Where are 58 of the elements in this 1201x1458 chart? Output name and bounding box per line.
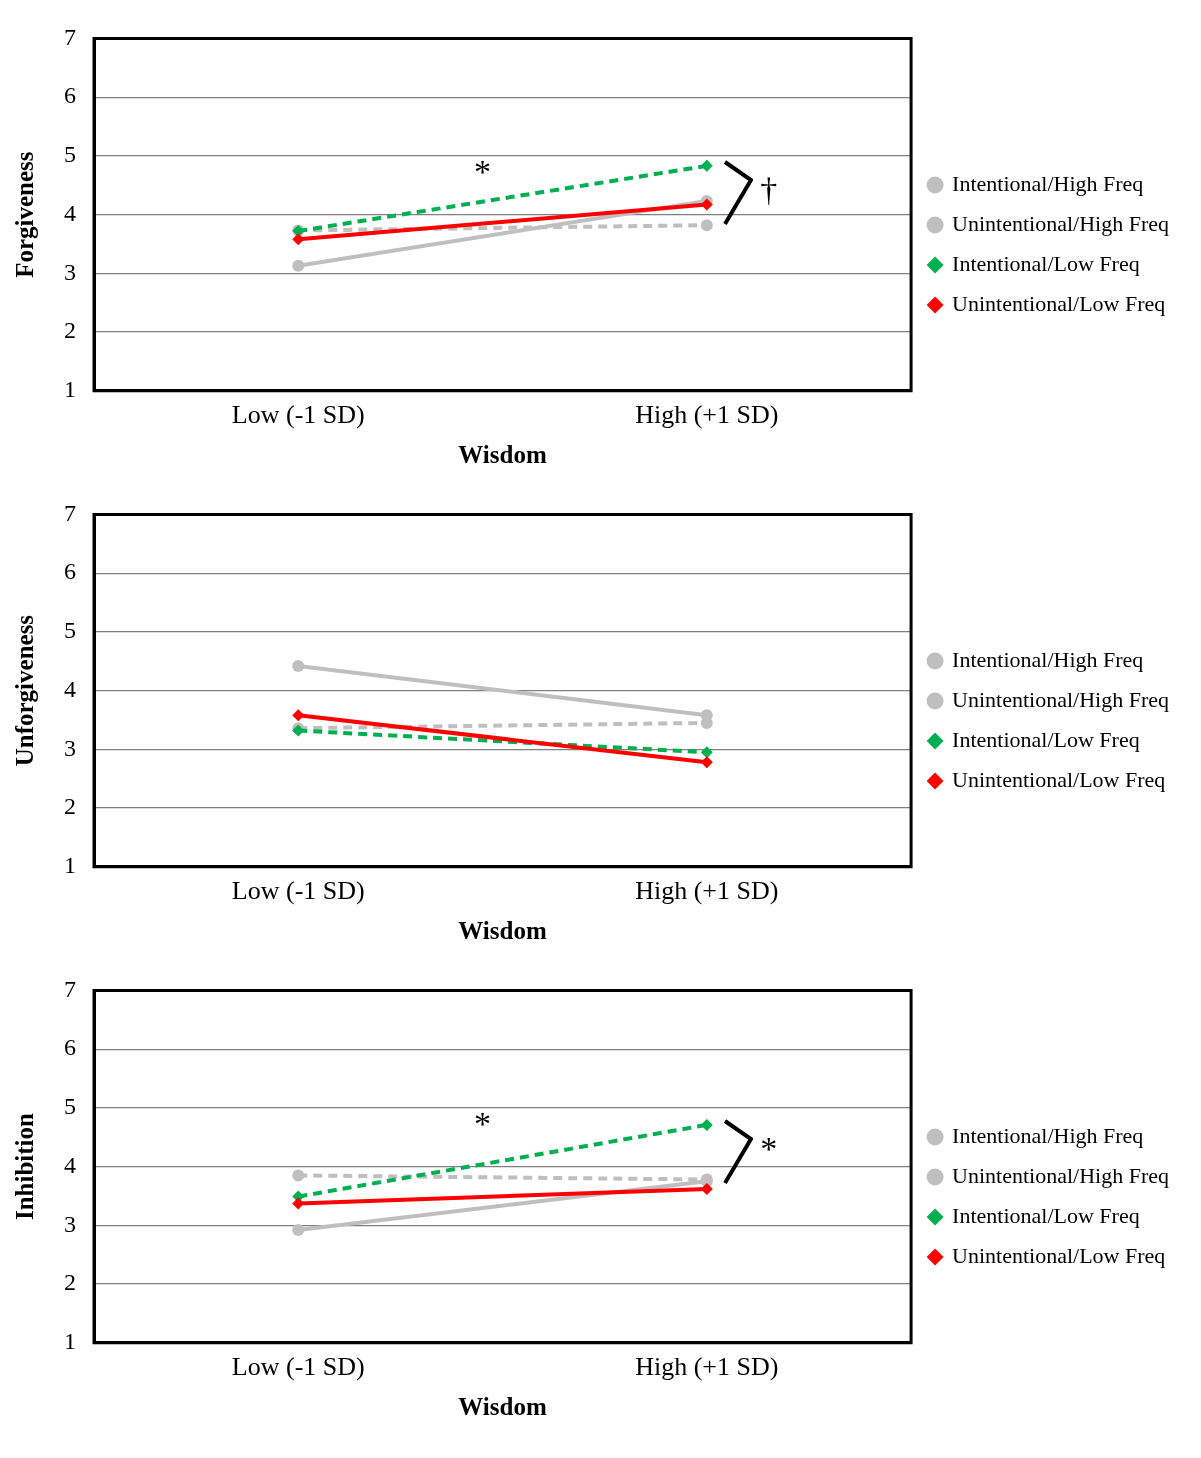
y-tick-label: 1 — [64, 376, 76, 403]
annotation: * — [474, 1105, 492, 1143]
legend-label: Unintentional/Low Freq — [952, 766, 1166, 792]
point — [700, 746, 713, 759]
y-axis-title: Inhibition — [11, 1113, 39, 1221]
x-tick-label: Low (-1 SD) — [231, 1352, 365, 1382]
legend-label: Unintentional/High Freq — [952, 210, 1169, 236]
y-tick-label: 6 — [64, 558, 76, 585]
y-tick-label: 3 — [64, 1210, 76, 1237]
x-axis-title: Wisdom — [458, 917, 547, 945]
point — [292, 1169, 305, 1182]
x-tick-label: Low (-1 SD) — [231, 400, 365, 430]
legend-label: Unintentional/Low Freq — [952, 290, 1166, 316]
y-tick-label: 4 — [64, 1151, 76, 1178]
y-axis-title: Unforgiveness — [11, 614, 39, 767]
y-tick-label: 1 — [64, 852, 76, 879]
y-axis-title: Forgiveness — [11, 151, 39, 278]
point — [292, 233, 305, 246]
annotation: * — [760, 1129, 778, 1167]
x-axis-title: Wisdom — [458, 1393, 547, 1421]
y-tick-label: 2 — [64, 1269, 76, 1296]
x-axis-title: Wisdom — [458, 441, 547, 469]
x-tick-label: Low (-1 SD) — [231, 876, 365, 906]
x-tick-label: High (+1 SD) — [635, 1352, 779, 1382]
y-tick-label: 4 — [64, 675, 76, 702]
x-tick-label: High (+1 SD) — [635, 400, 779, 430]
legend-label: Intentional/Low Freq — [952, 726, 1140, 752]
y-tick-label: 7 — [64, 23, 76, 50]
y-tick-label: 2 — [64, 793, 76, 820]
y-tick-label: 4 — [64, 199, 76, 226]
annotation: * — [474, 153, 492, 191]
point — [292, 259, 305, 272]
y-tick-label: 1 — [64, 1328, 76, 1355]
y-tick-label: 7 — [64, 499, 76, 526]
y-tick-label: 5 — [64, 617, 76, 644]
point — [700, 756, 713, 769]
y-tick-label: 3 — [64, 258, 76, 285]
y-tick-label: 7 — [64, 975, 76, 1002]
y-tick-label: 5 — [64, 1093, 76, 1120]
y-tick-label: 6 — [64, 82, 76, 109]
point — [700, 219, 713, 232]
legend-label: Intentional/High Freq — [952, 1122, 1144, 1148]
annotation: † — [760, 170, 778, 208]
legend-label: Intentional/High Freq — [952, 646, 1144, 672]
legend-label: Intentional/Low Freq — [952, 250, 1140, 276]
y-tick-label: 6 — [64, 1034, 76, 1061]
y-tick-label: 5 — [64, 141, 76, 168]
y-tick-label: 3 — [64, 734, 76, 761]
legend-label: Intentional/High Freq — [952, 170, 1144, 196]
legend-label: Unintentional/Low Freq — [952, 1242, 1166, 1268]
x-tick-label: High (+1 SD) — [635, 876, 779, 906]
legend-label: Unintentional/High Freq — [952, 686, 1169, 712]
point — [292, 1224, 305, 1237]
legend-label: Intentional/Low Freq — [952, 1202, 1140, 1228]
y-tick-label: 2 — [64, 317, 76, 344]
point — [292, 659, 305, 672]
legend-label: Unintentional/High Freq — [952, 1162, 1169, 1188]
point — [700, 159, 713, 172]
